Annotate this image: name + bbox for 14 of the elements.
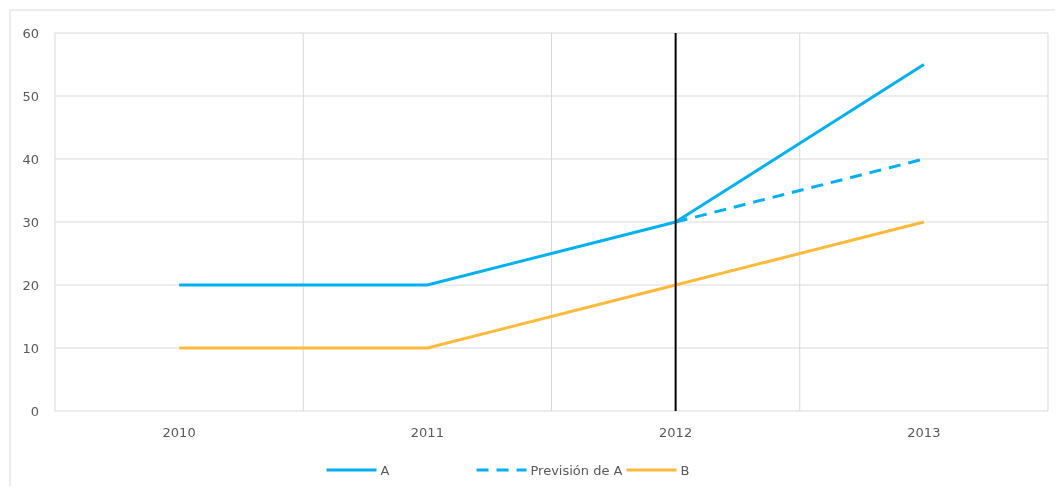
x-tick-label: 2012 — [659, 425, 693, 440]
y-tick-label: 30 — [22, 214, 39, 230]
y-tick-label: 0 — [30, 403, 39, 419]
x-tick-label: 2010 — [162, 425, 196, 440]
y-tick-label: 50 — [22, 88, 39, 104]
y-tick-label: 60 — [22, 25, 39, 41]
x-tick-label: 2013 — [907, 425, 941, 440]
legend-label: B — [680, 462, 690, 478]
x-tick-label: 2011 — [410, 425, 444, 440]
legend-label: Previsión de A — [530, 462, 623, 478]
legend-label: A — [380, 462, 390, 478]
y-tick-label: 20 — [22, 277, 39, 293]
y-tick-label: 10 — [22, 340, 39, 356]
y-tick-label: 40 — [22, 151, 39, 167]
